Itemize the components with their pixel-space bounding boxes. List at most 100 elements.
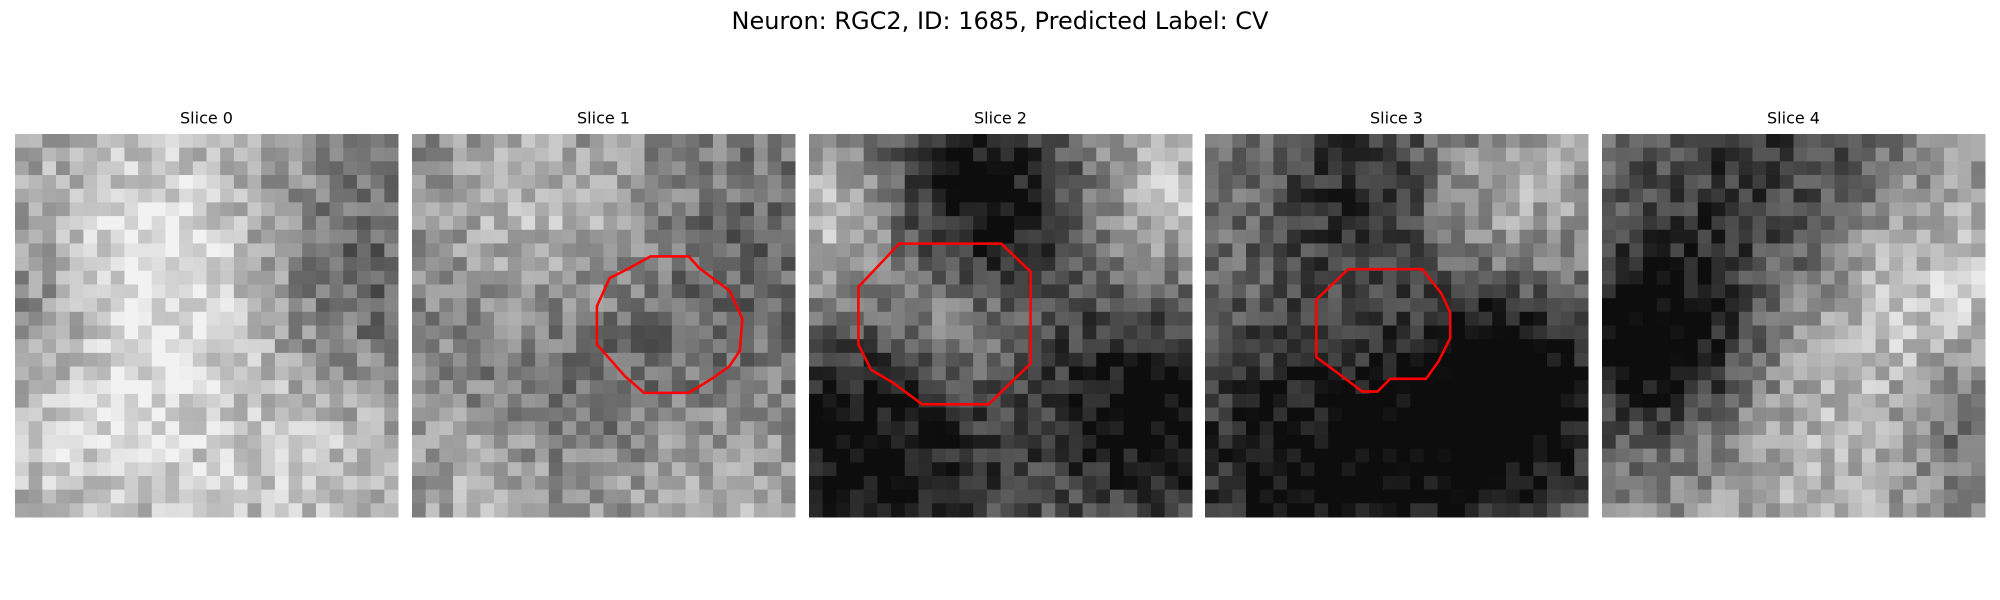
pixel	[1820, 243, 1836, 258]
pixel	[1560, 175, 1575, 190]
pixel	[712, 489, 728, 504]
pixel	[1423, 257, 1439, 272]
pixel	[1574, 352, 1589, 368]
pixel	[206, 489, 221, 504]
pixel	[1752, 216, 1767, 231]
pixel	[42, 202, 57, 217]
pixel	[1875, 366, 1890, 381]
pixel	[1615, 489, 1630, 504]
pixel	[576, 489, 591, 504]
pixel	[1464, 434, 1480, 450]
pixel	[671, 188, 687, 203]
pixel	[179, 489, 194, 504]
pixel	[1150, 380, 1166, 395]
pixel	[1041, 503, 1056, 518]
pixel	[1314, 325, 1329, 340]
pixel	[1259, 270, 1274, 285]
pixel	[753, 270, 769, 285]
pixel	[1533, 188, 1548, 203]
pixel	[425, 393, 440, 409]
pixel	[1533, 448, 1548, 463]
pixel	[891, 311, 906, 326]
pixel	[165, 311, 180, 326]
pixel	[56, 407, 71, 422]
pixel	[891, 325, 906, 340]
pixel	[343, 339, 358, 354]
pixel	[850, 434, 865, 450]
pixel	[192, 243, 207, 258]
pixel	[1041, 434, 1056, 450]
pixel	[220, 421, 235, 436]
pixel	[1178, 448, 1193, 463]
pixel	[1943, 475, 1959, 491]
pixel	[712, 475, 728, 491]
pixel	[439, 421, 454, 436]
pixel	[1752, 407, 1767, 422]
pixel	[507, 434, 522, 450]
pixel	[1779, 475, 1794, 491]
pixel	[1560, 298, 1575, 313]
pixel	[1971, 407, 1986, 422]
pixel	[110, 448, 125, 463]
pixel	[1068, 202, 1084, 217]
pixel	[412, 352, 427, 368]
pixel	[83, 188, 98, 203]
pixel	[1341, 229, 1356, 244]
pixel	[781, 407, 796, 422]
pixel	[891, 448, 906, 463]
pixel	[1178, 325, 1193, 340]
pixel	[1602, 462, 1617, 477]
pixel	[1423, 462, 1439, 477]
pixel	[1670, 175, 1685, 190]
pixel	[850, 475, 865, 491]
pixel	[274, 421, 290, 436]
pixel	[1930, 202, 1945, 217]
pixel	[1875, 147, 1890, 162]
pixel	[1684, 188, 1699, 203]
pixel	[315, 188, 331, 203]
pixel	[1943, 339, 1959, 354]
pixel	[521, 352, 536, 368]
pixel	[1082, 161, 1097, 176]
pixel	[1464, 407, 1480, 422]
pixel	[1779, 134, 1794, 149]
pixel	[329, 352, 344, 368]
pixel	[1643, 284, 1658, 299]
pixel	[1738, 421, 1753, 436]
pixel	[1766, 270, 1781, 285]
pixel	[1656, 229, 1671, 244]
pixel	[1807, 188, 1822, 203]
pixel	[1314, 311, 1329, 326]
pixel	[767, 352, 782, 368]
pixel	[507, 489, 522, 504]
pixel	[1971, 380, 1986, 395]
pixel	[1355, 175, 1370, 190]
pixel	[97, 407, 112, 422]
pixel	[809, 161, 824, 176]
pixel	[233, 257, 249, 272]
pixel	[412, 161, 427, 176]
pixel	[521, 462, 536, 477]
pixel	[1505, 503, 1521, 518]
pixel	[206, 270, 221, 285]
pixel	[1369, 448, 1384, 463]
pixel	[781, 257, 796, 272]
pixel	[973, 134, 988, 149]
pixel	[165, 147, 180, 162]
pixel	[206, 229, 221, 244]
pixel	[1109, 161, 1125, 176]
pixel	[1205, 298, 1220, 313]
pixel	[945, 462, 960, 477]
pixel	[1218, 366, 1233, 381]
pixel	[562, 325, 577, 340]
pixel	[507, 393, 522, 409]
pixel	[932, 147, 947, 162]
pixel	[1109, 489, 1125, 504]
pixel	[1916, 462, 1931, 477]
pixel	[918, 134, 933, 149]
pixel	[1355, 462, 1370, 477]
pixel	[1602, 311, 1617, 326]
pixel	[56, 352, 71, 368]
pixel	[658, 421, 673, 436]
pixel	[233, 462, 249, 477]
